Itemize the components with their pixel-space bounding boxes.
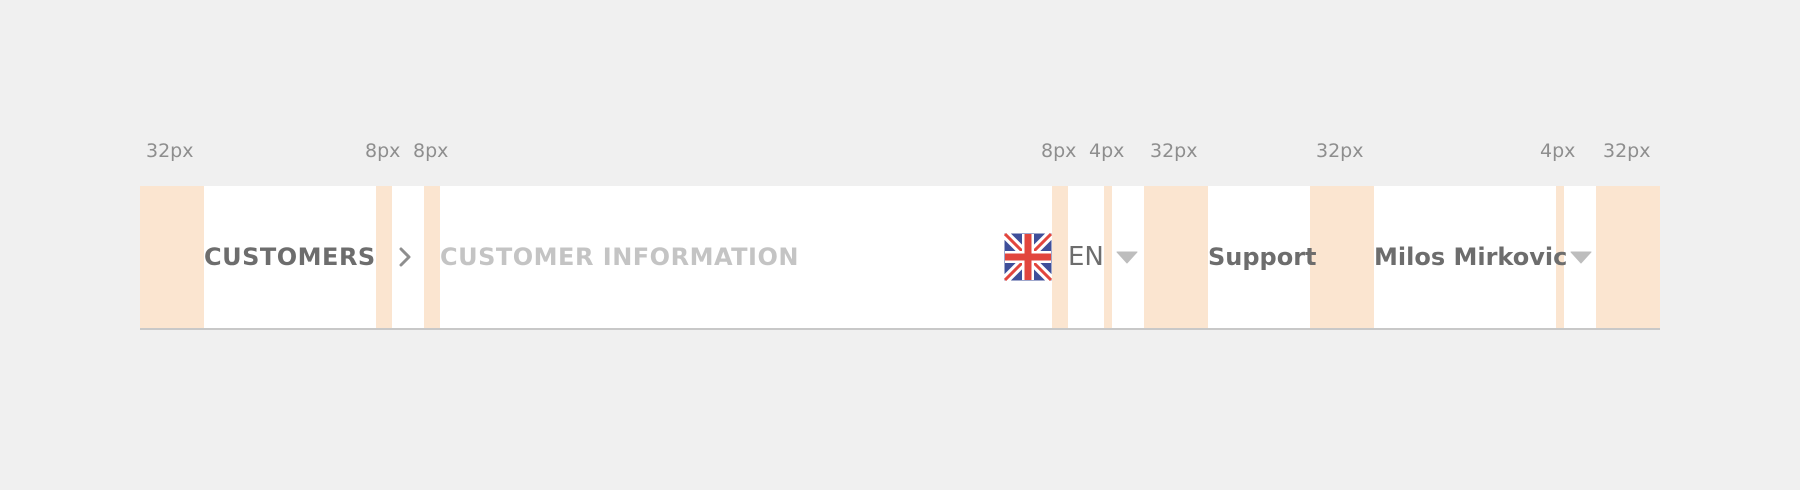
user-name[interactable]: Milos Mirkovic (1374, 243, 1568, 271)
padding-highlight (1596, 186, 1660, 328)
chevron-right-icon (398, 186, 412, 328)
spacing-label: 4px (1089, 140, 1125, 162)
padding-highlight (376, 186, 392, 328)
padding-highlight (424, 186, 440, 328)
language-code[interactable]: EN (1068, 242, 1104, 272)
spacing-label: 32px (1316, 140, 1364, 162)
breadcrumb-customers-link[interactable]: CUSTOMERS (204, 243, 376, 271)
spacing-label: 32px (146, 140, 194, 162)
spacing-label: 32px (1603, 140, 1651, 162)
caret-down-icon[interactable] (1116, 186, 1138, 328)
breadcrumb-current-page: CUSTOMER INFORMATION (440, 243, 799, 271)
padding-highlight (1052, 186, 1068, 328)
spacing-label: 8px (1041, 140, 1077, 162)
padding-highlight (1104, 186, 1112, 328)
top-header-bar: CUSTOMERS CUSTOMER INFORMATION EN Suppor… (140, 186, 1660, 330)
spacing-label: 4px (1540, 140, 1576, 162)
padding-highlight (140, 186, 204, 328)
spacing-label: 8px (413, 140, 449, 162)
padding-highlight (1556, 186, 1564, 328)
padding-highlight (1310, 186, 1374, 328)
spacing-label: 32px (1150, 140, 1198, 162)
caret-down-icon[interactable] (1570, 186, 1592, 328)
padding-highlight (1144, 186, 1208, 328)
spacing-label: 8px (365, 140, 401, 162)
spacing-annotations: 32px 8px 8px 8px 4px 32px 32px 4px 32px (0, 140, 1800, 170)
uk-flag-icon[interactable] (1004, 186, 1052, 328)
support-link[interactable]: Support (1208, 243, 1317, 271)
